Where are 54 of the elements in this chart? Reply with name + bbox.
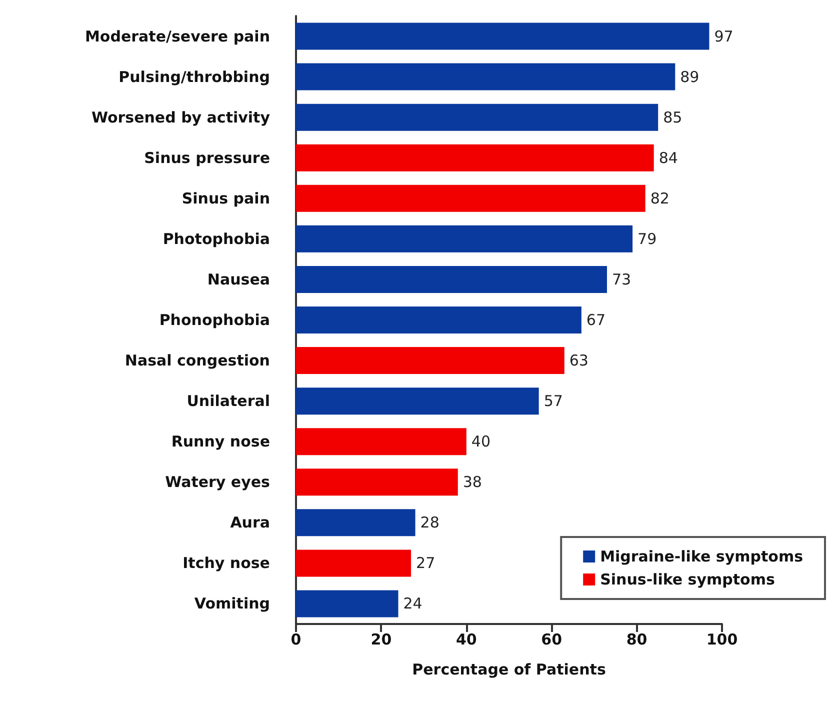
legend-label: Migraine-like symptoms	[600, 548, 804, 566]
y-tick-label: Nausea	[207, 270, 270, 288]
x-tick-label: 100	[706, 630, 738, 648]
x-tick-label: 0	[290, 630, 302, 648]
x-tick-label: 80	[626, 630, 648, 648]
bar	[296, 347, 564, 374]
data-label: 38	[462, 473, 482, 492]
data-label: 28	[420, 514, 440, 532]
bar	[296, 22, 710, 50]
data-label: 84	[658, 148, 678, 167]
x-tick-label: 20	[370, 630, 392, 648]
bar	[296, 184, 646, 212]
x-tick-label: 60	[541, 630, 562, 648]
bar	[296, 104, 658, 131]
data-label: 97	[714, 27, 734, 46]
bar	[296, 144, 654, 172]
y-tick-label: Photophobia	[162, 230, 270, 248]
bar	[296, 306, 582, 334]
y-tick-label: Worsened by activity	[91, 108, 270, 126]
bar	[296, 225, 633, 252]
y-tick-label: Phonophobia	[159, 311, 270, 329]
data-label: 67	[586, 311, 606, 329]
y-tick-label: Aura	[230, 514, 270, 532]
y-tick-label: Nasal congestion	[124, 352, 270, 370]
x-tick-label: 40	[456, 630, 477, 648]
data-label: 63	[569, 352, 588, 370]
data-label: 79	[638, 230, 657, 248]
data-label: 73	[612, 270, 632, 288]
bar	[296, 266, 607, 293]
y-tick-label: Moderate/severe pain	[84, 27, 270, 46]
bar	[296, 63, 676, 90]
bar	[296, 590, 398, 618]
x-axis-title: Percentage of Patients	[412, 660, 606, 678]
y-tick-label: Sinus pressure	[144, 148, 270, 167]
bar	[296, 468, 458, 496]
bar	[296, 428, 466, 456]
data-label: 24	[403, 594, 422, 613]
y-tick-label: Unilateral	[186, 392, 270, 410]
y-tick-label: Runny nose	[171, 432, 270, 451]
data-label: 89	[680, 68, 700, 86]
y-tick-label: Vomiting	[194, 594, 270, 613]
bar	[296, 550, 412, 577]
data-label: 85	[663, 108, 682, 126]
data-label: 40	[471, 432, 490, 451]
y-tick-label: Itchy nose	[182, 554, 270, 572]
bar	[296, 388, 539, 415]
data-label: 27	[416, 554, 436, 572]
bar	[296, 509, 416, 536]
y-tick-label: Pulsing/throbbing	[118, 68, 270, 86]
y-tick-label: Sinus pain	[182, 189, 270, 208]
data-label: 57	[544, 392, 563, 410]
legend-label: Sinus-like symptoms	[600, 570, 775, 588]
y-tick-label: Watery eyes	[165, 473, 270, 492]
data-label: 82	[650, 189, 670, 208]
